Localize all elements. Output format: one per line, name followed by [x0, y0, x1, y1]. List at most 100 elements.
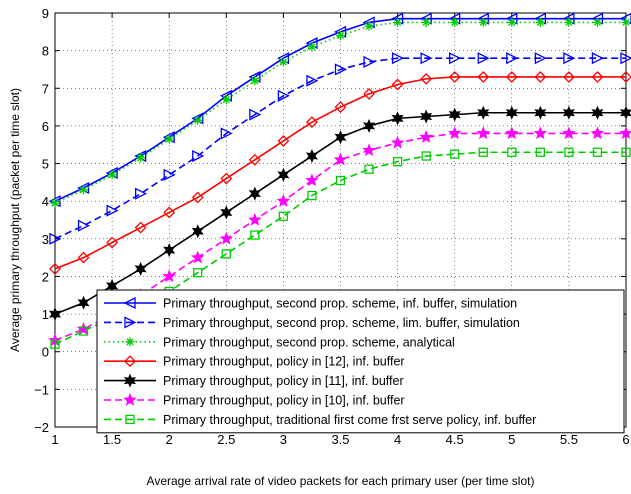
y-axis-label: Average primary throughput (packet per t…	[8, 88, 22, 352]
data-point	[448, 107, 461, 122]
legend-marker	[123, 373, 137, 388]
data-point	[191, 191, 204, 204]
data-point	[507, 17, 517, 27]
data-point	[278, 211, 289, 221]
data-point	[334, 130, 347, 145]
data-point	[591, 71, 604, 83]
data-point	[621, 147, 631, 157]
data-point	[307, 42, 317, 52]
data-point	[163, 206, 176, 219]
legend-entry: Primary throughput, policy in [12], inf.…	[104, 355, 405, 369]
data-point	[333, 152, 348, 166]
legend-marker	[125, 337, 135, 347]
y-tick-label: 4	[42, 194, 49, 209]
y-tick-label: 0	[42, 345, 49, 360]
data-point	[391, 52, 405, 65]
data-point	[620, 71, 631, 83]
series-4	[49, 71, 631, 275]
data-point	[77, 251, 90, 264]
data-point	[220, 127, 233, 140]
data-point	[306, 116, 318, 129]
y-tick-label: 3	[42, 232, 49, 247]
legend-label: Primary throughput, traditional first co…	[163, 413, 536, 427]
legend-marker	[124, 355, 136, 368]
data-point	[50, 339, 60, 349]
data-point	[334, 101, 347, 114]
data-point	[135, 187, 148, 200]
data-point	[276, 194, 291, 207]
data-point	[448, 71, 461, 83]
data-point	[362, 118, 376, 133]
x-tick-label: 5.5	[560, 432, 578, 447]
data-point	[305, 173, 319, 187]
legend-entry: Primary throughput, second prop. scheme,…	[104, 316, 520, 330]
data-point	[506, 52, 519, 65]
data-point	[249, 108, 262, 121]
y-tick-label: 6	[42, 119, 49, 134]
y-tick-label: −1	[34, 382, 49, 397]
x-tick-label: 2	[166, 432, 173, 447]
data-point	[590, 126, 605, 140]
data-point	[221, 249, 231, 259]
data-point	[50, 198, 60, 208]
data-point	[592, 17, 602, 27]
y-tick-label: 8	[42, 44, 49, 59]
data-point	[134, 221, 147, 234]
data-point	[476, 126, 491, 140]
data-point	[563, 52, 576, 65]
data-point	[192, 149, 205, 163]
data-point	[564, 147, 574, 157]
data-point	[49, 263, 61, 275]
data-point	[562, 71, 575, 83]
y-tick-label: 1	[42, 307, 49, 322]
data-point	[535, 147, 545, 157]
data-point	[305, 149, 319, 164]
data-point	[534, 105, 547, 120]
series-line	[54, 21, 626, 204]
y-tick-label: 7	[42, 81, 49, 96]
data-point	[507, 147, 517, 157]
data-point	[49, 232, 62, 245]
data-point	[591, 105, 604, 120]
data-point	[391, 111, 404, 126]
data-point	[419, 130, 433, 143]
series-line	[54, 76, 626, 270]
data-point	[277, 167, 290, 182]
data-point	[505, 71, 518, 83]
series-3	[50, 17, 631, 208]
data-point	[162, 269, 176, 283]
data-point	[533, 126, 548, 140]
data-point	[505, 105, 518, 120]
legend-box	[96, 289, 625, 434]
x-tick-label: 3.5	[331, 432, 349, 447]
data-point	[478, 17, 488, 27]
data-point	[277, 135, 290, 147]
data-point	[248, 186, 261, 201]
legend-entry: Primary throughput, second prop. scheme,…	[104, 335, 455, 349]
data-point	[421, 151, 431, 161]
data-point	[420, 52, 433, 65]
data-point	[477, 52, 490, 65]
data-point	[248, 153, 261, 166]
x-tick-label: 4.5	[446, 432, 464, 447]
legend-label: Primary throughput, second prop. scheme,…	[163, 297, 517, 311]
series-2	[49, 52, 631, 245]
data-point	[364, 164, 374, 174]
legend-entry: Primary throughput, traditional first co…	[104, 413, 536, 427]
data-point	[106, 236, 119, 249]
data-point	[193, 268, 203, 278]
x-tick-label: 4	[394, 432, 401, 447]
legend-entry: Primary throughput, policy in [11], inf.…	[104, 373, 404, 388]
legend-entry: Primary throughput, second prop. scheme,…	[104, 297, 517, 311]
data-point	[163, 168, 176, 181]
data-point	[307, 190, 317, 201]
data-point	[450, 17, 460, 27]
data-point	[220, 205, 233, 220]
series-5	[48, 105, 631, 322]
data-point	[505, 126, 519, 140]
data-point	[106, 204, 119, 217]
data-point	[619, 105, 631, 120]
data-point	[364, 21, 374, 31]
legend-label: Primary throughput, second prop. scheme,…	[163, 316, 520, 330]
data-point	[363, 55, 376, 68]
